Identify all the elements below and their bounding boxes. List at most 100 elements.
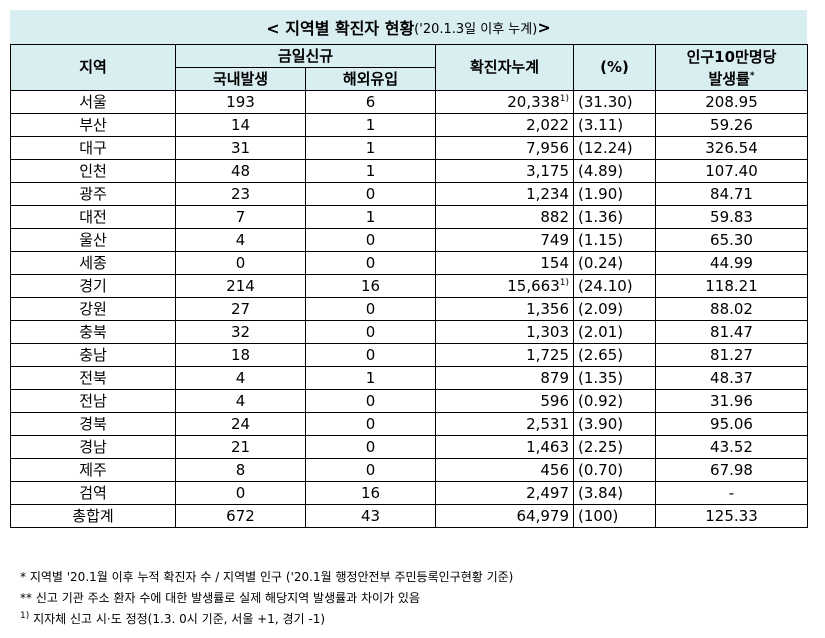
header-percent: (%): [573, 44, 657, 91]
overseas-cell: 0: [304, 251, 437, 275]
percent-cell: (0.24): [573, 251, 657, 275]
percent-cell: (4.89): [573, 159, 657, 183]
region-cell: 전북: [10, 366, 176, 390]
incidence-cell: 65.30: [655, 228, 809, 252]
region-cell: 부산: [10, 113, 176, 137]
domestic-cell: 4: [175, 366, 306, 390]
percent-cell: (12.24): [573, 136, 657, 160]
overseas-cell: 0: [304, 297, 437, 321]
table-row: 서울 193 6 20,3381) (31.30) 208.95: [10, 90, 809, 114]
domestic-cell: 4: [175, 389, 306, 413]
cumulative-cell: 20,3381): [435, 90, 575, 114]
footnote-mark: 1): [559, 277, 570, 288]
overseas-cell: 0: [304, 320, 437, 344]
domestic-cell: 214: [175, 274, 306, 298]
overseas-cell: 0: [304, 435, 437, 459]
domestic-cell: 193: [175, 90, 306, 114]
table-row: 검역 0 16 2,497 (3.84) -: [10, 481, 809, 505]
cumulative-cell: 2,531: [435, 412, 575, 436]
incidence-cell: 95.06: [655, 412, 809, 436]
domestic-cell: 4: [175, 228, 306, 252]
status-table: 지역 금일신규 확진자누계 (%) 인구10만명당 발생률* 국내발생 해외유입…: [10, 44, 809, 528]
domestic-cell: 48: [175, 159, 306, 183]
region-cell: 대전: [10, 205, 176, 229]
footnote-1: * 지역별 '20.1월 이후 누적 확진자 수 / 지역별 인구 ('20.1…: [20, 570, 514, 584]
region-cell: 검역: [10, 481, 176, 505]
percent-cell: (31.30): [573, 90, 657, 114]
cumulative-cell: 749: [435, 228, 575, 252]
cumulative-cell: 2,022: [435, 113, 575, 137]
overseas-cell: 6: [304, 90, 437, 114]
header-new-today: 금일신규: [174, 44, 437, 68]
domestic-cell: 23: [175, 182, 306, 206]
domestic-cell: 0: [175, 251, 306, 275]
header-region: 지역: [10, 44, 176, 91]
incidence-cell: 44.99: [655, 251, 809, 275]
region-cell: 세종: [10, 251, 176, 275]
percent-cell: (1.35): [573, 366, 657, 390]
domestic-cell: 31: [175, 136, 306, 160]
cumulative-cell: 1,303: [435, 320, 575, 344]
asterisk-mark: *: [749, 70, 755, 81]
total-row: 총합계 672 43 64,979 (100) 125.33: [10, 504, 809, 528]
cumulative-cell: 2,497: [435, 481, 575, 505]
overseas-cell: 1: [304, 159, 437, 183]
incidence-cell: 81.47: [655, 320, 809, 344]
percent-cell: (2.65): [573, 343, 657, 367]
cumulative-cell: 882: [435, 205, 575, 229]
footnote-3: 1) 지자체 신고 시·도 정정(1.3. 0시 기준, 서울 +1, 경기 -…: [20, 611, 326, 627]
percent-cell: (1.36): [573, 205, 657, 229]
region-cell: 대구: [10, 136, 176, 160]
cumulative-cell: 7,956: [435, 136, 575, 160]
region-cell: 강원: [10, 297, 176, 321]
incidence-cell: -: [655, 481, 809, 505]
overseas-cell: 16: [304, 481, 437, 505]
table-row: 경기 214 16 15,6631) (24.10) 118.21: [10, 274, 809, 298]
incidence-cell: 59.83: [655, 205, 809, 229]
percent-cell: (1.15): [573, 228, 657, 252]
percent-cell: (1.90): [573, 182, 657, 206]
overseas-cell: 0: [304, 343, 437, 367]
table-row: 세종 0 0 154 (0.24) 44.99: [10, 251, 809, 275]
domestic-cell: 32: [175, 320, 306, 344]
incidence-cell: 84.71: [655, 182, 809, 206]
footnote-3-mark: 1): [20, 611, 30, 621]
percent-cell: (3.11): [573, 113, 657, 137]
header-incidence: 인구10만명당 발생률*: [655, 44, 809, 91]
title-end: >: [537, 17, 551, 37]
overseas-cell: 0: [304, 389, 437, 413]
cumulative-cell: 15,6631): [435, 274, 575, 298]
region-cell: 경남: [10, 435, 176, 459]
region-cell: 경북: [10, 412, 176, 436]
table-row: 인천 48 1 3,175 (4.89) 107.40: [10, 159, 809, 183]
total-domestic-cell: 672: [175, 504, 306, 528]
table-row: 울산 4 0 749 (1.15) 65.30: [10, 228, 809, 252]
region-cell: 인천: [10, 159, 176, 183]
overseas-cell: 0: [304, 228, 437, 252]
table-row: 부산 14 1 2,022 (3.11) 59.26: [10, 113, 809, 137]
incidence-cell: 118.21: [655, 274, 809, 298]
cumulative-cell: 1,356: [435, 297, 575, 321]
table-title: < 지역별 확진자 현황 ('20.1.3일 이후 누계) >: [10, 10, 807, 44]
footnote-mark: 1): [559, 93, 570, 104]
domestic-cell: 27: [175, 297, 306, 321]
footnotes: * 지역별 '20.1월 이후 누적 확진자 수 / 지역별 인구 ('20.1…: [20, 567, 810, 630]
table-row: 제주 8 0 456 (0.70) 67.98: [10, 458, 809, 482]
table-row: 충북 32 0 1,303 (2.01) 81.47: [10, 320, 809, 344]
cumulative-cell: 596: [435, 389, 575, 413]
cumulative-cell: 3,175: [435, 159, 575, 183]
incidence-cell: 48.37: [655, 366, 809, 390]
region-cell: 경기: [10, 274, 176, 298]
overseas-cell: 0: [304, 182, 437, 206]
header-incidence-line2: 발생률*: [708, 69, 755, 88]
incidence-cell: 67.98: [655, 458, 809, 482]
domestic-cell: 14: [175, 113, 306, 137]
overseas-cell: 0: [304, 458, 437, 482]
table-row: 경북 24 0 2,531 (3.90) 95.06: [10, 412, 809, 436]
header-incidence-line1: 인구10만명당: [686, 47, 777, 66]
overseas-cell: 1: [304, 136, 437, 160]
overseas-cell: 1: [304, 205, 437, 229]
percent-cell: (3.90): [573, 412, 657, 436]
domestic-cell: 24: [175, 412, 306, 436]
